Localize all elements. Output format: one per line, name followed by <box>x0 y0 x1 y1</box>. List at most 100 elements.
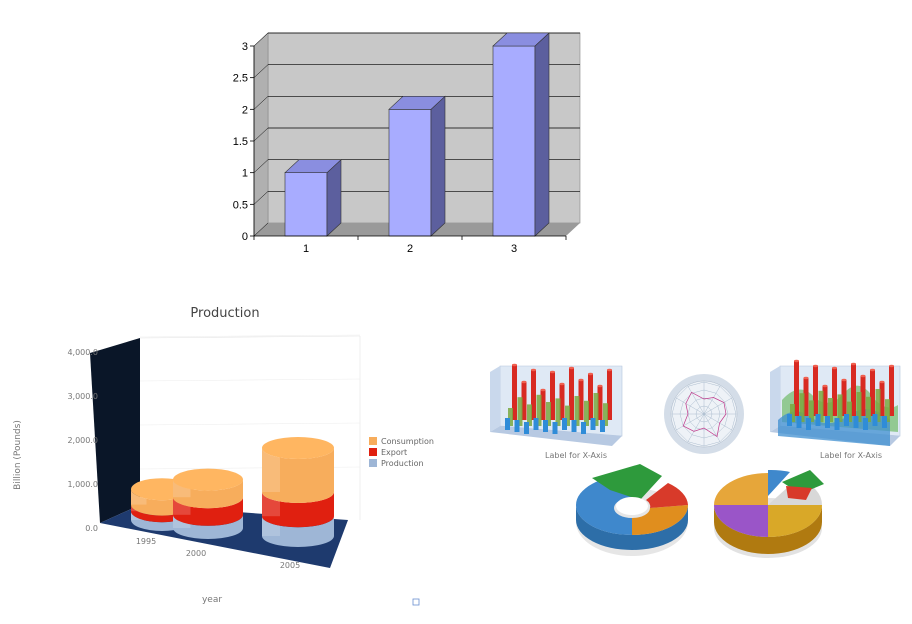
chart1-bar-side <box>430 95 446 237</box>
doughnut-slice-green <box>592 464 662 500</box>
chart2-legend-swatch <box>369 437 377 445</box>
thumb3-red-bar <box>794 361 799 416</box>
chart2-back-wall <box>90 338 140 523</box>
doughnut-hole <box>616 497 648 515</box>
thumb-pie-chart <box>714 469 824 558</box>
thumb3-red-bar <box>860 376 866 416</box>
thumb3-blue-bar <box>834 418 840 430</box>
chart1-y-tick-label: 1 <box>242 168 248 180</box>
thumb1-green-bar <box>593 393 599 426</box>
thumb3-red-cap <box>879 380 885 384</box>
thumb3-side-wall <box>770 366 780 432</box>
thumb1-red-bar <box>597 386 603 420</box>
thumb1-red-cap <box>559 382 565 386</box>
chart2-y-axis-label: Billion (Pounds) <box>13 420 23 490</box>
chart1-bar-top <box>284 159 342 173</box>
thumb1-green-bar <box>603 403 608 426</box>
thumb1-red-bar <box>569 368 574 420</box>
thumb3-red-bar <box>879 382 885 416</box>
thumb3-green-bar <box>828 398 833 422</box>
chart2-cylinder-segment <box>262 516 334 547</box>
radar-spoke <box>703 413 732 431</box>
thumb1-red-cap <box>512 363 517 367</box>
thumb1-blue-bar <box>514 420 520 432</box>
chart1-x-tick-label: 1 <box>303 243 309 255</box>
thumb1-blue-bar <box>505 418 510 430</box>
chart2-y-tick-label: 4,000.0 <box>67 348 98 357</box>
chart1-y-tick-label: 0 <box>242 231 248 243</box>
thumb3-green-bar <box>885 399 890 422</box>
chart2-y-ticks: 0.0 1,000.0 2,000.0 3,000.0 4,000.0 <box>67 348 98 533</box>
thumb3-red-cap <box>832 366 837 370</box>
thumb-radar-chart <box>664 374 744 454</box>
chart2-cylinder-segment <box>173 479 243 509</box>
thumb3-red-bar <box>822 386 828 416</box>
radar-series-line <box>682 391 727 438</box>
thumb3-green-bar <box>818 390 824 422</box>
thumb3-green-bar <box>875 389 881 422</box>
chart1-grid-diagonal <box>253 64 269 78</box>
doughnut-slice-red <box>646 483 688 508</box>
thumb1-green-bar <box>536 394 542 426</box>
thumb3-green-bar <box>847 401 852 422</box>
thumb1-red-cap <box>569 366 574 370</box>
thumb3-red-cap <box>813 364 818 368</box>
thumb3-red-cap <box>841 378 847 382</box>
thumb1-red-bar <box>550 372 555 420</box>
thumb3-red-cap <box>803 376 809 380</box>
thumb1-red-bar <box>521 382 527 420</box>
thumb3-red-bar <box>841 380 847 416</box>
thumb1-red-cap <box>588 372 593 376</box>
thumb1-green-bar <box>517 397 523 426</box>
thumb1-blue-bar <box>552 422 558 434</box>
thumb3-red-cap <box>794 359 799 363</box>
chart2-legend-swatch <box>369 459 377 467</box>
chart2-x-tick-label: 2005 <box>280 561 300 570</box>
thumb3-red-cap <box>860 374 866 378</box>
pie-slice-purple <box>714 505 768 537</box>
thumb3-blue-bar <box>796 416 802 428</box>
chart1-y-tick-label: 2 <box>242 104 248 116</box>
thumb1-floor <box>490 426 622 446</box>
chart1-grid-diagonal <box>253 96 269 110</box>
radar-spoke <box>687 413 705 442</box>
thumb3-green-bar <box>809 400 814 422</box>
thumb3-green-bar <box>837 394 843 422</box>
thumb3-red-bar <box>889 366 894 416</box>
pie-slice-gold <box>714 473 768 505</box>
thumb3-blue-bar <box>844 414 849 426</box>
thumb1-blue-bar <box>524 422 529 434</box>
thumb1-red-cap <box>531 368 536 372</box>
thumb3-green-bar <box>790 404 795 422</box>
thumb1-green-bar <box>546 402 551 426</box>
thumb1-red-cap <box>578 378 584 382</box>
thumb3-red-cap <box>851 362 856 366</box>
chart2-legend-swatch <box>369 448 377 456</box>
chart2-cylinder-highlight <box>262 448 280 492</box>
chart1-bars <box>284 32 550 237</box>
chart1-y-tick-label: 3 <box>242 41 248 53</box>
chart2-y-tick-label: 1,000.0 <box>67 480 98 489</box>
thumb3-green-bar <box>799 393 805 422</box>
thumb3-red-bar <box>832 368 837 416</box>
chart2-cylinders <box>131 437 334 547</box>
thumb3-blue-bar <box>806 418 811 430</box>
chart-2: Production Billion (Pounds) year 0.0 1,00… <box>13 306 434 606</box>
chart1-bar-top <box>492 32 550 47</box>
thumb3-green-bar <box>856 392 862 422</box>
thumb1-red-cap <box>521 380 527 384</box>
radar-spoke <box>676 397 705 415</box>
thumb1-blue-bar <box>581 422 586 434</box>
thumb1-green-bar <box>508 408 513 426</box>
thumb1-green-bar <box>574 396 580 426</box>
thumb1-red-cap <box>550 370 555 374</box>
radar-spoke <box>703 386 721 415</box>
chart2-gridline <box>139 378 361 382</box>
chart2-y-tick-label: 2,000.0 <box>67 436 98 445</box>
chart1-y-ticks: 0 0.5 1 1.5 2 2.5 3 <box>233 41 254 243</box>
thumb1-red-cap <box>607 368 612 372</box>
thumb3-red-bar <box>813 366 818 416</box>
thumb-3d-area-chart: Label for X-Axis <box>770 359 901 460</box>
expand-icon[interactable] <box>412 598 420 606</box>
